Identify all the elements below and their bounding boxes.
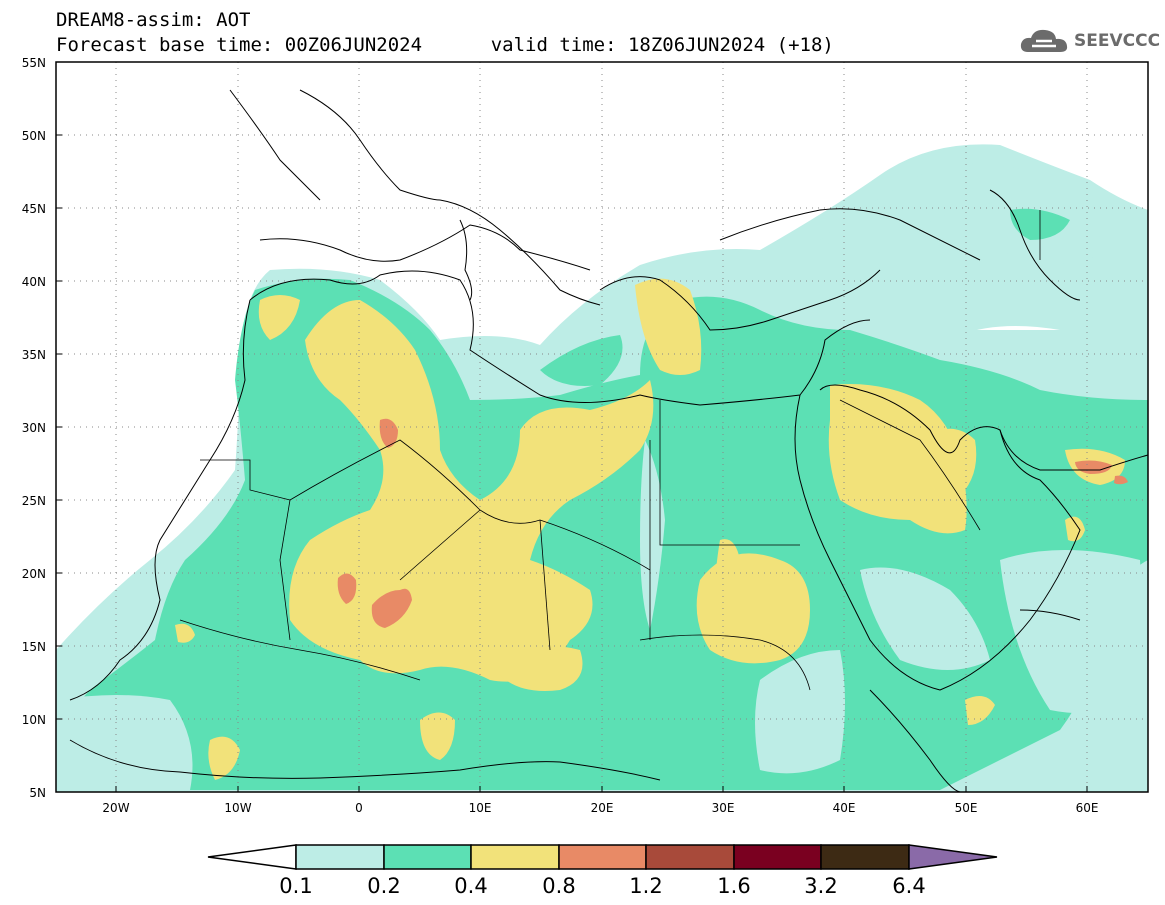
- coastlines: [69, 89, 1149, 793]
- colorbar-label: 0.8: [542, 874, 575, 898]
- lon-tick: 0: [355, 801, 363, 815]
- aot-band-0-4: [175, 278, 1125, 780]
- base-time-label: Forecast base time: 00Z06JUN2024: [56, 34, 423, 56]
- colorbar-box: [645, 844, 735, 870]
- lat-tick: 10N: [22, 713, 46, 727]
- lat-tick-labels: 55N 50N 45N 40N 35N 30N 25N 20N 15N 10N …: [22, 56, 46, 800]
- lat-axis: [56, 61, 62, 793]
- lat-tick: 15N: [22, 640, 46, 654]
- colorbar-label: 6.4: [892, 874, 925, 898]
- lon-tick-labels: 20W 10W 0 10E 20E 30E 40E 50E 60E: [102, 801, 1098, 815]
- lat-tick: 30N: [22, 421, 46, 435]
- lat-tick: 20N: [22, 567, 46, 581]
- colorbar-label: 1.2: [629, 874, 662, 898]
- aot-band-0-8: [337, 418, 1128, 628]
- lon-tick: 60E: [1076, 801, 1099, 815]
- colorbar-label: 0.1: [279, 874, 312, 898]
- colorbar-label: 0.4: [454, 874, 487, 898]
- colorbar-box: [383, 844, 472, 870]
- lat-tick: 45N: [22, 202, 46, 216]
- colorbar-labels: 0.1 0.2 0.4 0.8 1.2 1.6 3.2 6.4: [279, 874, 925, 898]
- colorbar-box: [558, 844, 647, 870]
- lon-tick: 50E: [955, 801, 978, 815]
- cloud-icon: [1020, 29, 1068, 52]
- chart-subtitle: Forecast base time: 00Z06JUN2024 valid t…: [56, 34, 834, 56]
- lat-tick: 25N: [22, 494, 46, 508]
- valid-time-label: valid time: 18Z06JUN2024 (+18): [490, 34, 834, 56]
- colorbar-box: [733, 844, 822, 870]
- lon-tick: 30E: [712, 801, 735, 815]
- lon-tick: 20E: [591, 801, 614, 815]
- seevccc-logo: SEEVCCC: [1018, 24, 1160, 58]
- lat-tick: 50N: [22, 129, 46, 143]
- graticule: [56, 62, 1148, 792]
- chart-title: DREAM8-assim: AOT: [56, 9, 251, 31]
- lat-tick: 5N: [29, 786, 46, 800]
- lon-tick: 40E: [833, 801, 856, 815]
- political-borders: [179, 210, 1041, 691]
- colorbar-label: 3.2: [804, 874, 837, 898]
- lat-tick: 55N: [22, 56, 46, 70]
- lon-tick: 10W: [224, 801, 251, 815]
- lat-tick: 35N: [22, 348, 46, 362]
- lat-tick: 40N: [22, 275, 46, 289]
- map-frame: [55, 61, 1149, 793]
- logo-text: SEEVCCC: [1074, 31, 1161, 51]
- colorbar-arrow-high: [908, 844, 998, 870]
- lon-tick: 10E: [469, 801, 492, 815]
- colorbar-label: 0.2: [367, 874, 400, 898]
- colorbar-box: [295, 844, 385, 870]
- colorbar-arrow-low: [207, 844, 297, 870]
- colorbar: [207, 844, 998, 870]
- colorbar-box: [820, 844, 910, 870]
- colorbar-box: [470, 844, 560, 870]
- colorbar-label: 1.6: [717, 874, 750, 898]
- lon-tick: 20W: [102, 801, 129, 815]
- lon-axis: [115, 786, 1088, 792]
